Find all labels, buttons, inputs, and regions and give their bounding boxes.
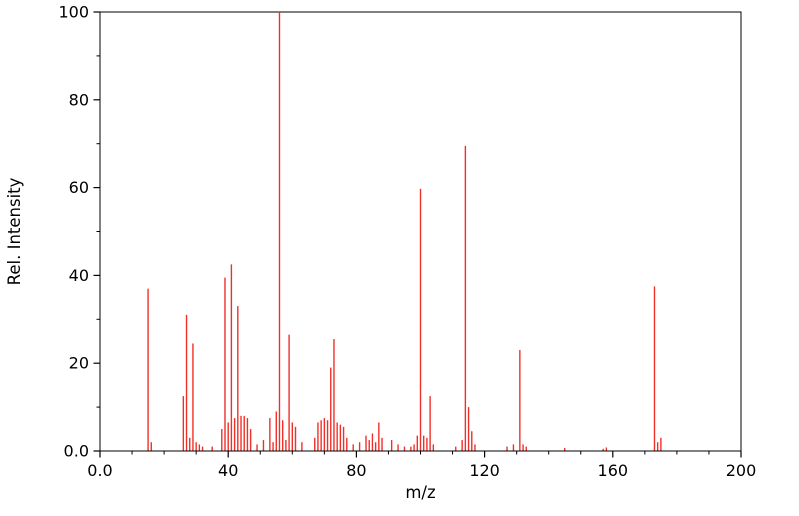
y-tick-label: 80 (69, 90, 89, 109)
y-tick-label: 20 (69, 354, 89, 373)
y-tick-label: 100 (58, 3, 89, 22)
x-tick-label: 200 (726, 461, 757, 480)
y-tick-label: 0.0 (64, 442, 89, 461)
y-tick-label: 40 (69, 266, 89, 285)
x-axis-label: m/z (405, 483, 435, 502)
y-axis-label: Rel. Intensity (5, 177, 24, 285)
x-tick-label: 0.0 (87, 461, 112, 480)
x-tick-label: 120 (469, 461, 500, 480)
x-tick-label: 40 (218, 461, 238, 480)
y-tick-label: 60 (69, 178, 89, 197)
x-tick-label: 80 (346, 461, 366, 480)
x-tick-label: 160 (598, 461, 629, 480)
